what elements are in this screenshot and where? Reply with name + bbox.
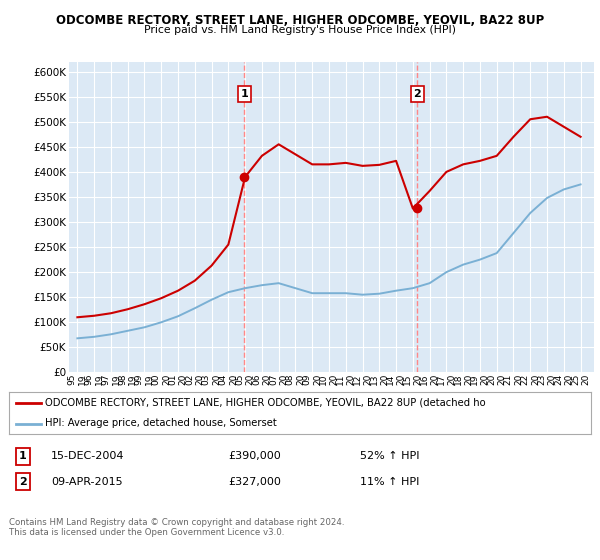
Text: Contains HM Land Registry data © Crown copyright and database right 2024.
This d: Contains HM Land Registry data © Crown c… [9,518,344,538]
Text: HPI: Average price, detached house, Somerset: HPI: Average price, detached house, Some… [45,418,277,428]
Text: 2: 2 [413,89,421,99]
Text: 15-DEC-2004: 15-DEC-2004 [51,451,125,461]
Text: £390,000: £390,000 [228,451,281,461]
Point [37,399,44,406]
Point [37,420,44,427]
Text: 09-APR-2015: 09-APR-2015 [51,477,122,487]
Text: 11% ↑ HPI: 11% ↑ HPI [360,477,419,487]
Point [13,399,20,406]
Text: 1: 1 [19,451,26,461]
Text: Price paid vs. HM Land Registry's House Price Index (HPI): Price paid vs. HM Land Registry's House … [144,25,456,35]
Text: 2: 2 [19,477,26,487]
Text: 52% ↑ HPI: 52% ↑ HPI [360,451,419,461]
Text: ODCOMBE RECTORY, STREET LANE, HIGHER ODCOMBE, YEOVIL, BA22 8UP (detached ho: ODCOMBE RECTORY, STREET LANE, HIGHER ODC… [45,398,486,408]
Text: 1: 1 [241,89,248,99]
Text: ODCOMBE RECTORY, STREET LANE, HIGHER ODCOMBE, YEOVIL, BA22 8UP: ODCOMBE RECTORY, STREET LANE, HIGHER ODC… [56,14,544,27]
Point [13,420,20,427]
Text: £327,000: £327,000 [228,477,281,487]
